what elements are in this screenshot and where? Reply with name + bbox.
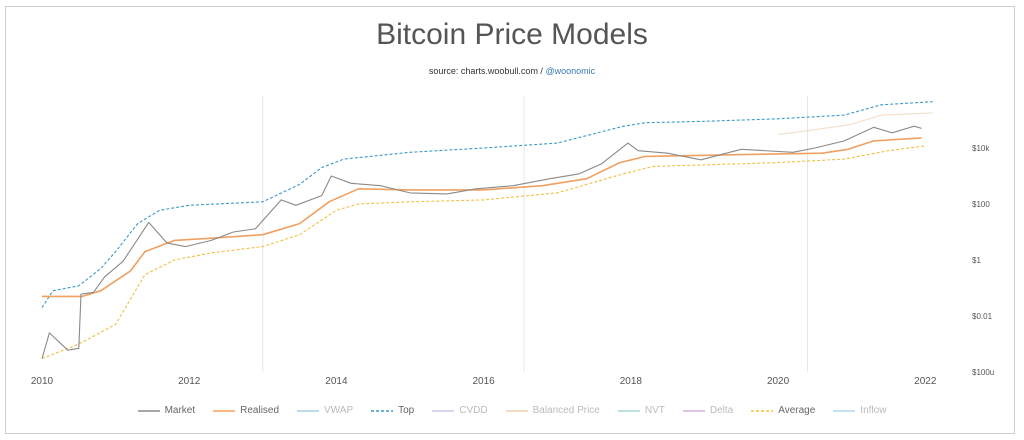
chart-legend: Market Realised VWAP Top CVDD Balanced Price N… — [0, 405, 1024, 416]
legend-label: Market — [164, 405, 196, 416]
y-tick-label-2: $1 — [972, 256, 981, 265]
x-tick-label-2014: 2014 — [325, 376, 348, 387]
x-tick-label-2020: 2020 — [767, 376, 790, 387]
legend-swatch — [297, 409, 320, 412]
source-text: source: charts.woobull.com / — [428, 66, 546, 76]
y-tick-label-0: $100u — [972, 368, 994, 377]
legend-item-delta[interactable]: Delta — [682, 405, 734, 416]
legend-label: Balanced Price — [532, 405, 600, 416]
chart-subtitle: source: charts.woobull.com / @woonomic — [0, 66, 1024, 76]
author-handle-link[interactable]: @woonomic — [545, 66, 596, 76]
y-tick-label-4: $10k — [972, 144, 990, 153]
legend-swatch — [213, 409, 236, 412]
legend-item-cvdd[interactable]: CVDD — [432, 405, 488, 416]
x-tick-label-2022: 2022 — [914, 376, 937, 387]
x-tick-label-2018: 2018 — [620, 376, 643, 387]
chart-title: Bitcoin Price Models — [376, 18, 648, 51]
chart-frame — [5, 6, 1015, 434]
legend-swatch — [371, 409, 394, 412]
legend-item-market[interactable]: Market — [137, 405, 196, 416]
legend-swatch — [617, 409, 640, 412]
legend-label: VWAP — [324, 405, 354, 416]
y-tick-label-3: $100 — [972, 200, 990, 209]
legend-label: Realised — [240, 405, 280, 416]
legend-item-top[interactable]: Top — [371, 405, 414, 416]
legend-label: NVT — [644, 405, 665, 416]
legend-label: Delta — [709, 405, 734, 416]
legend-label: Inflow — [860, 405, 887, 416]
legend-swatch — [505, 409, 528, 412]
series-line-realised — [42, 137, 922, 298]
legend-item-realised[interactable]: Realised — [213, 405, 279, 416]
legend-swatch — [751, 409, 774, 412]
legend-item-inflow[interactable]: Inflow — [833, 405, 886, 416]
series-line-market — [41, 125, 922, 359]
x-tick-label-2016: 2016 — [473, 376, 496, 387]
y-tick-label-1: $0.01 — [972, 312, 993, 321]
series-line-top — [41, 101, 933, 308]
legend-swatch — [137, 409, 160, 412]
legend-item-vwap[interactable]: VWAP — [297, 405, 353, 416]
legend-swatch — [682, 409, 705, 412]
legend-label: Average — [778, 405, 816, 416]
legend-item-average[interactable]: Average — [751, 405, 815, 416]
legend-label: Top — [398, 405, 415, 416]
legend-item-nvt[interactable]: NVT — [617, 405, 665, 416]
series-line-average — [41, 145, 926, 360]
legend-item-balanced-price[interactable]: Balanced Price — [505, 405, 600, 416]
legend-swatch — [432, 409, 455, 412]
legend-swatch — [833, 409, 856, 412]
series-line-balanced-price — [778, 112, 933, 136]
x-tick-label-2012: 2012 — [178, 376, 201, 387]
x-tick-label-2010: 2010 — [31, 376, 54, 387]
legend-label: CVDD — [459, 405, 488, 416]
